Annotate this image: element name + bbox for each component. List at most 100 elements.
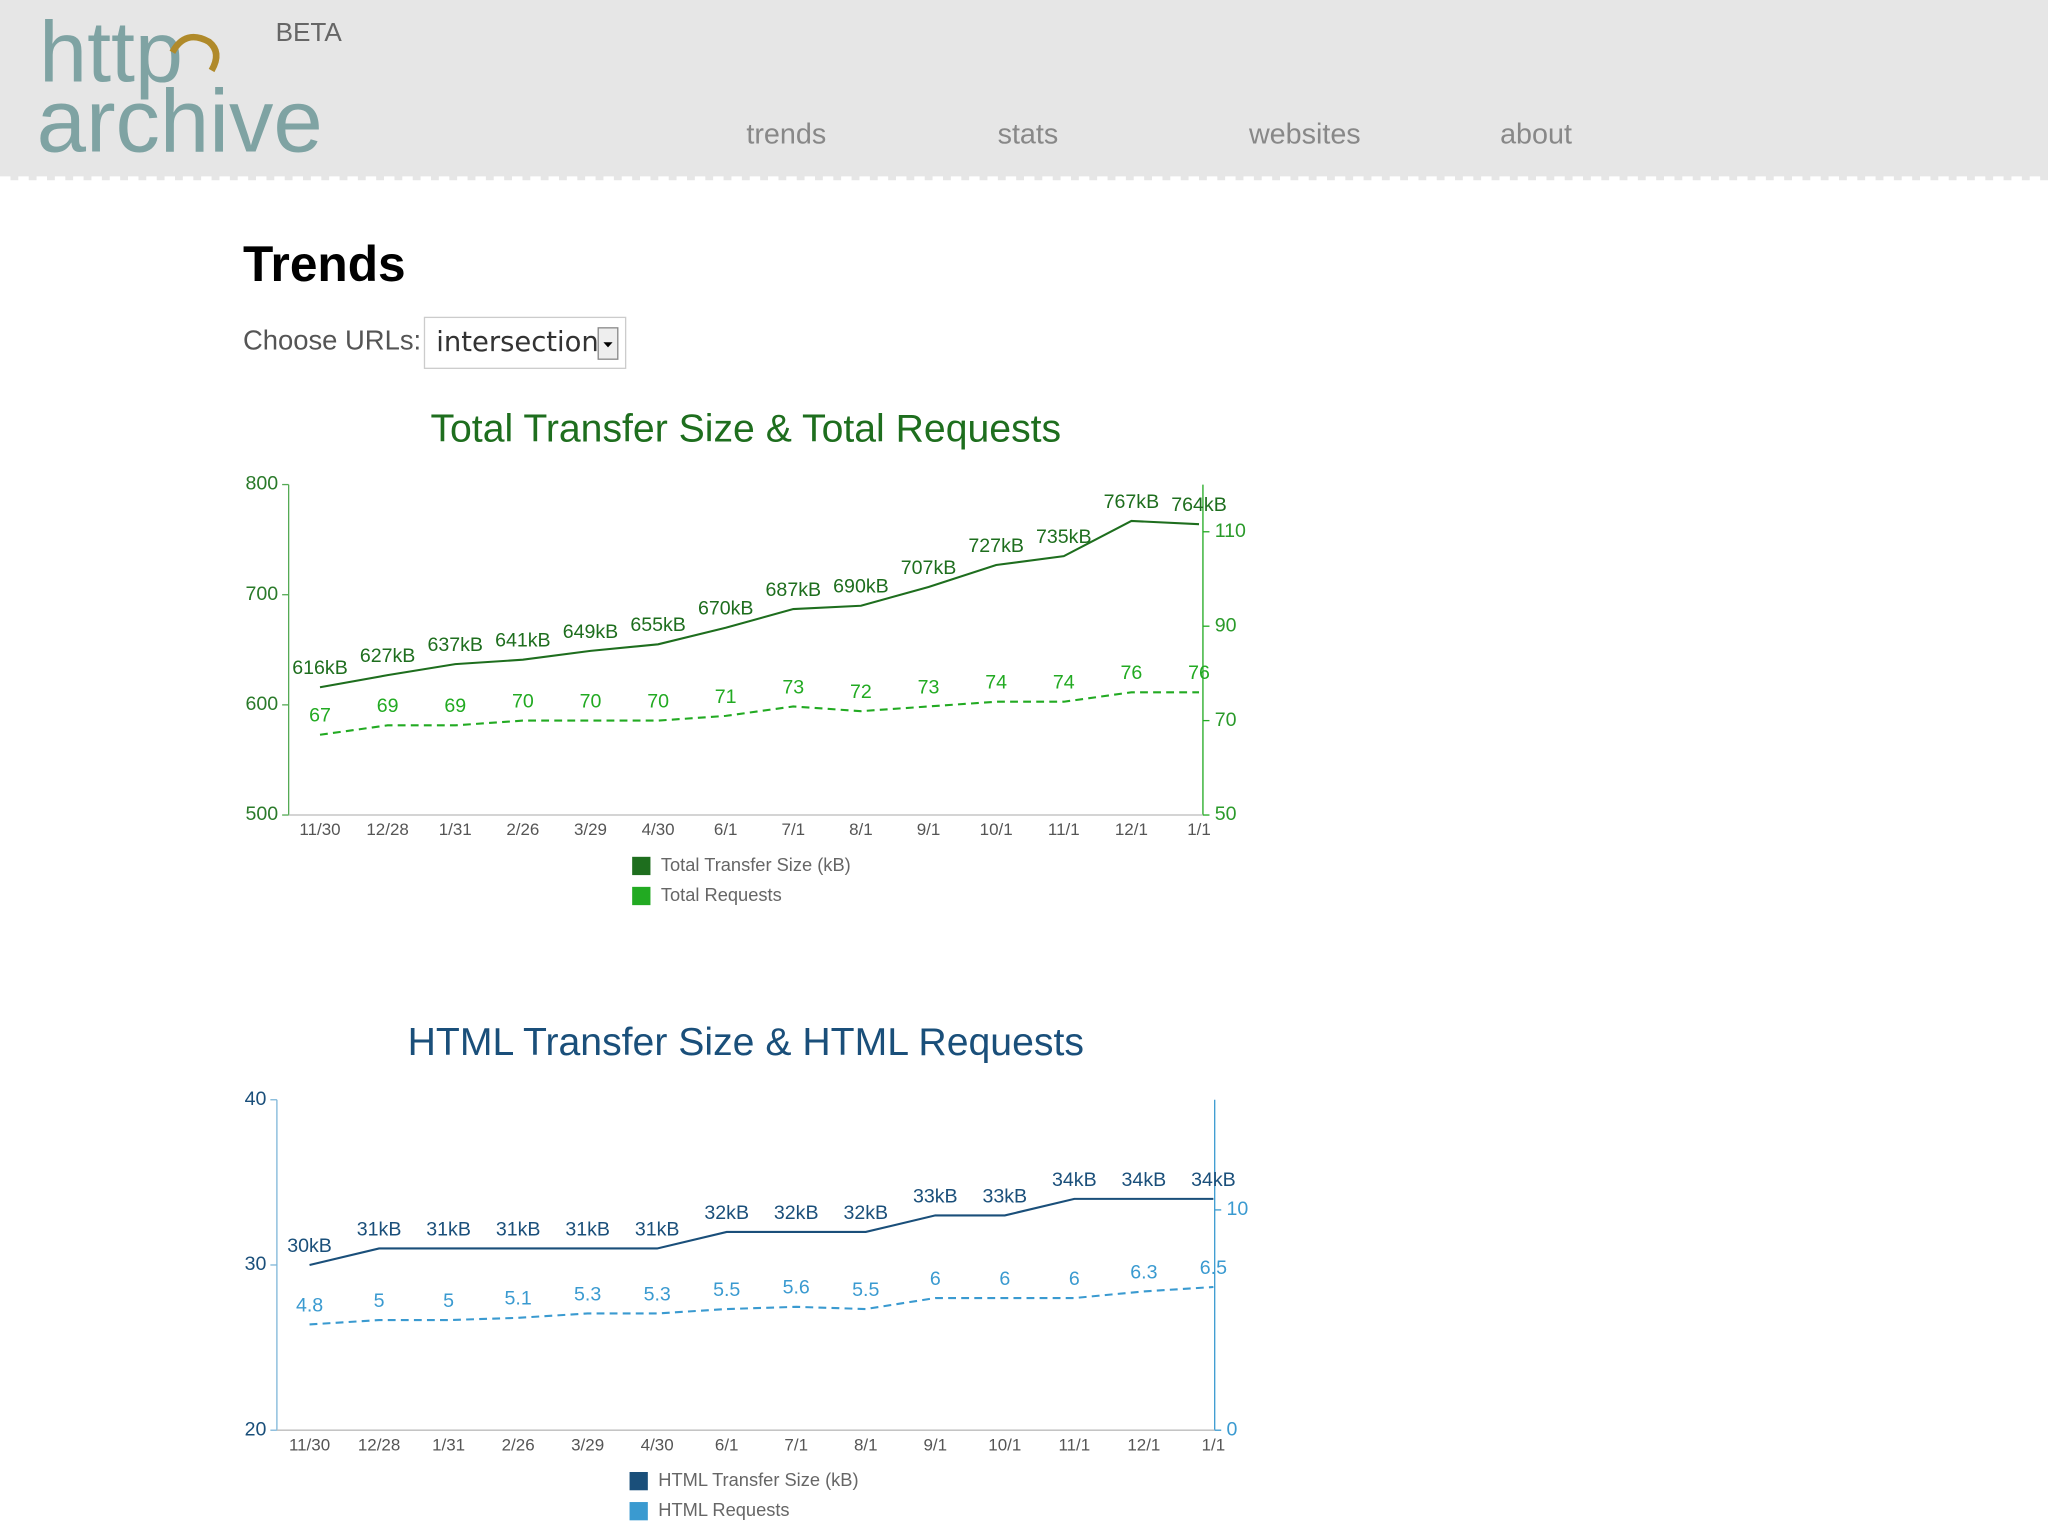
series-line (319, 519, 1200, 689)
data-label: 32kB (843, 1202, 888, 1224)
select-box[interactable] (423, 316, 627, 369)
data-label: 5.6 (783, 1277, 810, 1299)
data-label: 74 (985, 672, 1007, 694)
data-label: 5 (374, 1290, 385, 1312)
header-bar (0, 0, 2048, 181)
nav-link[interactable]: trends (746, 118, 826, 150)
nav-link[interactable]: about (1500, 118, 1572, 150)
beta-badge: BETA (276, 17, 343, 47)
x-tick-label: 11/30 (289, 1435, 330, 1454)
y-tick-label: 700 (246, 583, 279, 605)
data-label: 70 (512, 690, 534, 712)
choose-label: Choose URLs: (243, 324, 421, 355)
x-tick-label: 11/30 (299, 820, 340, 839)
page-title: Trends (243, 236, 406, 292)
x-tick-label: 12/28 (366, 820, 408, 839)
legend-swatch (632, 856, 651, 876)
data-label: 67 (309, 705, 331, 727)
data-label: 5.5 (852, 1279, 879, 1301)
url-select[interactable]: intersection (423, 316, 627, 369)
series-line (309, 1285, 1214, 1326)
data-label: 6 (930, 1268, 941, 1290)
data-label: 72 (850, 681, 872, 703)
legend-label: HTML Transfer Size (kB) (658, 1469, 858, 1490)
data-label: 76 (1188, 662, 1210, 684)
data-label: 34kB (1122, 1169, 1167, 1191)
data-label: 70 (647, 690, 669, 712)
y-tick-label: 800 (246, 473, 279, 495)
chart-title: Total Transfer Size & Total Requests (430, 407, 1061, 450)
x-tick-label: 7/1 (782, 820, 806, 839)
series-line (319, 691, 1200, 736)
data-label: 70 (580, 690, 602, 712)
data-label: 76 (1121, 662, 1143, 684)
data-label: 5.5 (713, 1279, 740, 1301)
y2-tick-label: 10 (1226, 1198, 1248, 1220)
logo-line[interactable]: http (39, 5, 183, 101)
x-tick-label: 2/26 (506, 820, 539, 839)
data-label: 32kB (774, 1202, 819, 1224)
legend-swatch (632, 886, 651, 906)
data-label: 6 (1069, 1268, 1080, 1290)
data-label: 5 (443, 1290, 454, 1312)
data-label: 74 (1053, 672, 1075, 694)
x-tick-label: 10/1 (980, 820, 1013, 839)
select-arrow (603, 342, 613, 348)
data-label: 31kB (496, 1218, 541, 1240)
data-label: 727kB (968, 535, 1024, 557)
data-label: 687kB (766, 579, 822, 601)
data-label: 6.5 (1200, 1257, 1227, 1279)
x-tick-label: 12/1 (1115, 820, 1148, 839)
x-tick-label: 1/1 (1202, 1435, 1226, 1454)
x-tick-label: 4/30 (642, 820, 675, 839)
x-tick-label: 9/1 (923, 1435, 947, 1454)
y-tick-label: 500 (246, 803, 279, 825)
series-line (309, 1197, 1214, 1266)
legend-label: Total Requests (661, 884, 782, 905)
x-tick-label: 6/1 (714, 820, 738, 839)
data-label: 30kB (287, 1235, 332, 1257)
select-value[interactable]: intersection (436, 327, 599, 358)
data-label: 616kB (292, 657, 348, 679)
data-label: 6 (999, 1268, 1010, 1290)
y2-tick-label: 110 (1215, 520, 1246, 542)
x-tick-label: 1/31 (439, 820, 472, 839)
x-tick-label: 4/30 (641, 1435, 674, 1454)
data-label: 649kB (563, 621, 619, 643)
data-label: 627kB (360, 645, 416, 667)
nav-link[interactable]: stats (998, 118, 1059, 150)
y-tick-label: 30 (245, 1253, 267, 1275)
x-tick-label: 12/1 (1127, 1435, 1160, 1454)
x-tick-label: 3/29 (571, 1435, 604, 1454)
legend-label: Total Transfer Size (kB) (661, 854, 851, 875)
logo-line[interactable]: archive (37, 71, 323, 170)
data-label: 32kB (704, 1202, 749, 1224)
data-label: 31kB (565, 1218, 610, 1240)
y2-tick-label: 70 (1215, 709, 1237, 731)
x-tick-label: 1/1 (1187, 820, 1211, 839)
data-label: 637kB (427, 634, 483, 656)
y-tick-label: 20 (245, 1418, 267, 1440)
data-label: 5.3 (644, 1283, 671, 1305)
data-label: 690kB (833, 576, 889, 598)
data-label: 69 (444, 695, 466, 717)
data-label: 33kB (982, 1185, 1027, 1207)
y2-tick-label: 0 (1226, 1418, 1237, 1440)
data-label: 73 (782, 676, 804, 698)
legend-swatch (629, 1472, 648, 1491)
data-label: 34kB (1052, 1169, 1097, 1191)
data-label: 707kB (901, 557, 957, 579)
data-label: 69 (377, 695, 399, 717)
y2-tick-label: 50 (1215, 803, 1237, 825)
y-tick-label: 40 (245, 1088, 267, 1110)
y2-tick-label: 90 (1215, 614, 1237, 636)
x-tick-label: 2/26 (502, 1435, 535, 1454)
x-tick-label: 10/1 (988, 1435, 1021, 1454)
legend-label: HTML Requests (658, 1499, 789, 1520)
data-label: 5.3 (574, 1283, 601, 1305)
x-tick-label: 1/31 (432, 1435, 465, 1454)
data-label: 764kB (1171, 494, 1227, 516)
data-label: 641kB (495, 630, 551, 652)
nav-link[interactable]: websites (1248, 118, 1361, 150)
